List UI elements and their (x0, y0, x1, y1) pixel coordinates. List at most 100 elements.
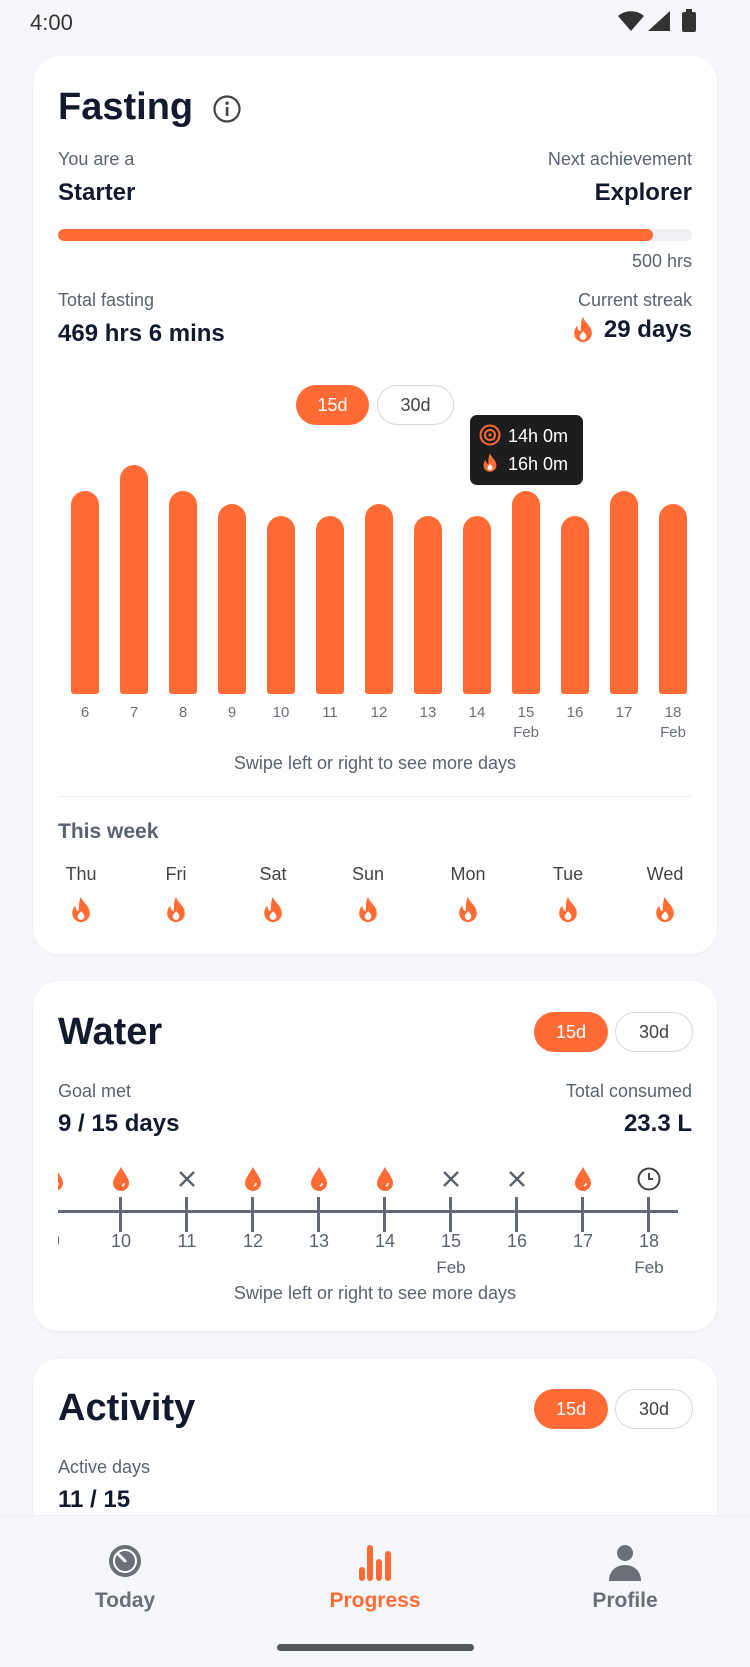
total-consumed-value: 23.3 L (623, 1110, 692, 1137)
water-day-sublabel: Feb (634, 1258, 664, 1277)
axis-tick (581, 1197, 584, 1232)
total-fasting-value: 469 hrs 6 mins (58, 320, 225, 347)
water-day-label: 15 (440, 1231, 462, 1251)
nav-progress-label: Progress (329, 1589, 421, 1612)
water-drop-icon (243, 1167, 263, 1191)
nav-today-label: Today (94, 1589, 156, 1612)
person-icon (609, 1545, 641, 1581)
water-title: Water (58, 1011, 163, 1053)
week-day-sun: Sun (328, 864, 408, 930)
water-swipe-hint: Swipe left or right to see more days (233, 1283, 517, 1303)
water-day-18[interactable]: 18 Feb (624, 1161, 674, 1281)
axis-tick (251, 1197, 254, 1232)
goal-met-value: 9 / 15 days (58, 1110, 180, 1137)
next-achievement-value: Explorer (594, 179, 692, 206)
x-tick-label: 11 (322, 704, 338, 721)
streak-value-row: 29 days (572, 315, 692, 345)
water-day-13[interactable]: 13 (294, 1161, 344, 1281)
water-drop-icon (309, 1167, 329, 1191)
active-days-value: 11 / 15 (58, 1486, 131, 1513)
water-day-16[interactable]: 16 (492, 1161, 542, 1281)
status-time: 4:00 (30, 10, 73, 35)
bar-day-6[interactable] (71, 490, 99, 694)
axis-tick (449, 1197, 452, 1232)
flame-icon (557, 895, 579, 925)
water-day-15[interactable]: 15 Feb (426, 1161, 476, 1281)
bar-day-13[interactable] (414, 516, 442, 694)
bar-day-18[interactable] (659, 503, 687, 694)
bar-day-12[interactable] (365, 503, 393, 694)
water-day-10[interactable]: 10 (96, 1161, 146, 1281)
axis-tick (185, 1197, 188, 1232)
flame-icon (262, 895, 284, 925)
x-tick-label: 8 (178, 704, 188, 721)
level-value: Starter (58, 179, 136, 206)
water-day-12[interactable]: 12 (228, 1161, 278, 1281)
axis-tick (647, 1197, 650, 1232)
activity-range-30d-button[interactable]: 30d (615, 1389, 693, 1429)
x-icon (443, 1171, 459, 1187)
bar-day-15[interactable] (512, 490, 540, 694)
flame-icon (572, 315, 594, 345)
week-day-sat: Sat (233, 864, 313, 930)
water-day-9[interactable]: 9 (58, 1161, 80, 1281)
bar-day-14[interactable] (463, 516, 491, 694)
tooltip-goal: 14h 0m (508, 426, 569, 446)
week-day-label: Sat (259, 864, 287, 884)
x-tick-label: 12 (370, 704, 388, 721)
water-day-label: 12 (242, 1231, 264, 1251)
range-15d-button[interactable]: 15d (296, 385, 369, 425)
water-day-label: 13 (308, 1231, 330, 1251)
water-day-label: 14 (374, 1231, 396, 1251)
nav-today[interactable]: Today (25, 1543, 225, 1613)
nav-progress[interactable]: Progress (275, 1543, 475, 1613)
goal-met-label: Goal met (58, 1081, 132, 1101)
water-card: Water 15d 30d Goal met 9 / 15 days Total… (33, 981, 717, 1331)
goal-hours: 500 hrs (631, 251, 692, 271)
week-day-label: Wed (646, 864, 684, 884)
bar-day-9[interactable] (218, 503, 246, 694)
x-tick-label: 10 (272, 704, 290, 721)
bar-day-10[interactable] (267, 516, 295, 694)
axis-tick (119, 1197, 122, 1232)
activity-range-15d-button[interactable]: 15d (534, 1389, 608, 1429)
x-icon (509, 1171, 525, 1187)
week-day-wed: Wed (625, 864, 705, 930)
water-day-label: 17 (572, 1231, 594, 1251)
x-tick-label: 18 (664, 704, 682, 721)
water-day-label: 18 (638, 1231, 660, 1251)
range-30d-button[interactable]: 30d (377, 385, 454, 425)
clock-icon (637, 1167, 661, 1191)
total-fasting-label: Total fasting (58, 290, 155, 310)
home-indicator[interactable] (277, 1644, 474, 1651)
bar-day-8[interactable] (169, 490, 197, 694)
water-day-17[interactable]: 17 (558, 1161, 608, 1281)
nav-profile[interactable]: Profile (525, 1543, 725, 1613)
flame-icon (654, 895, 676, 925)
activity-title: Activity (58, 1387, 196, 1429)
water-timeline[interactable]: 9 10 11 12 13 14 15 Feb 16 17 18 Feb (58, 1161, 678, 1281)
x-icon (179, 1171, 195, 1187)
axis-tick (383, 1197, 386, 1232)
week-day-tue: Tue (528, 864, 608, 930)
water-range-15d-button[interactable]: 15d (534, 1012, 608, 1052)
x-tick-label: 14 (468, 704, 486, 721)
water-day-11[interactable]: 11 (162, 1161, 212, 1281)
bar-day-11[interactable] (316, 516, 344, 694)
week-day-label: Tue (552, 864, 584, 884)
bar-day-7[interactable] (120, 465, 148, 694)
water-range-30d-button[interactable]: 30d (615, 1012, 693, 1052)
axis-tick (515, 1197, 518, 1232)
week-day-label: Fri (165, 864, 187, 884)
water-day-14[interactable]: 14 (360, 1161, 410, 1281)
streak-value: 29 days (603, 316, 692, 343)
status-bar: 4:00 (0, 0, 750, 44)
info-icon[interactable] (212, 94, 242, 124)
bar-day-16[interactable] (561, 516, 589, 694)
fasting-title: Fasting (58, 86, 194, 128)
bar-day-17[interactable] (610, 490, 638, 694)
x-tick-sublabel: Feb (513, 724, 539, 741)
flame-icon (457, 895, 479, 925)
x-tick-label: 9 (227, 704, 237, 721)
water-drop-icon (58, 1167, 65, 1191)
